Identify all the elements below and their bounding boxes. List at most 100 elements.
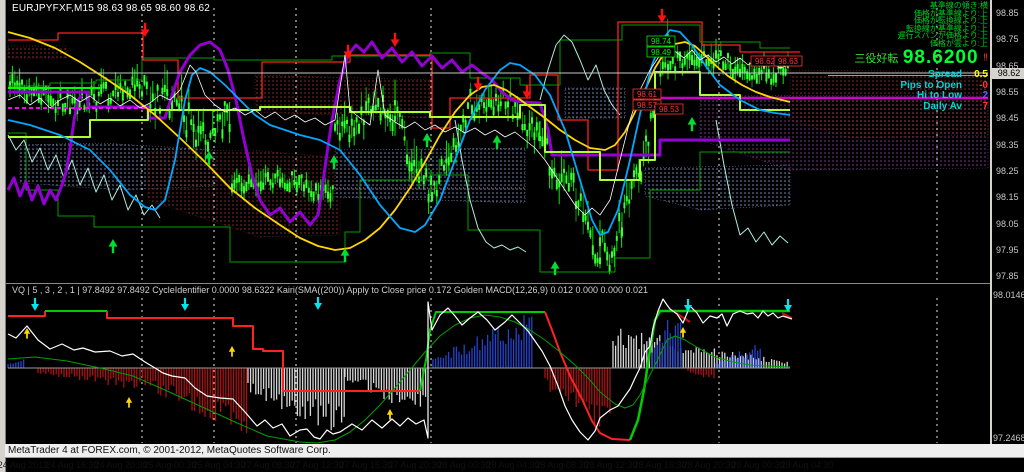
candle-body [438,175,441,184]
candle-body [274,173,277,179]
candle-body [336,120,339,125]
candle-body [324,184,327,193]
buy-arrow[interactable] [687,117,697,132]
price-label[interactable]: 98.49 [646,46,676,58]
candle-body [353,127,356,137]
buy-arrow[interactable] [550,261,560,276]
indicator-up-arrow[interactable] [228,346,236,357]
ichimoku-status-line: 遅行スパンが価格より:上 [897,31,988,41]
ichimoku-status-overlay: 基準線の傾き:横 価格が基準線より:上 価格が転換線より:上 転換線が基準線より:上遅… [898,2,988,48]
candle-body [676,51,679,59]
candle-body [197,125,200,133]
candle-body [262,182,265,190]
candle-body [623,202,626,209]
sell-arrow[interactable] [343,44,353,59]
indicator-up-arrow-stem [128,402,130,408]
candle-body [647,141,650,146]
subwindow-separator[interactable] [5,283,990,284]
indicator-down-arrow[interactable] [684,299,692,312]
candle-body [691,55,693,65]
sell-arrow[interactable] [522,84,532,99]
indicator-down-arrow[interactable] [31,298,39,311]
candle-body [664,62,667,68]
sell-arrow[interactable] [473,76,483,91]
series-vq-red-tip-1 [675,312,691,323]
candle-body [382,95,384,102]
time-tick-label: 29 Aug 04:30 [780,460,834,470]
indicator-down-arrow[interactable] [314,297,322,310]
price-label-box [632,88,662,100]
candle-body [171,100,173,109]
candle-body [445,158,448,164]
candle-body [54,107,57,113]
series-donchian-upper [8,24,790,87]
candle-body [398,112,401,117]
time-tick-label: 24 Aug 16:30 [45,460,99,470]
candle-body [563,168,565,173]
candle-body [551,168,553,179]
sell-arrow[interactable] [390,32,400,47]
sell-arrow[interactable] [657,8,667,23]
candle-body [283,182,286,190]
candle-body [166,89,169,96]
indicator-chart-svg[interactable] [5,297,990,444]
sell-arrow[interactable] [140,22,150,37]
candle-body [136,78,139,87]
candle-body [594,254,597,264]
candle-body [71,97,74,104]
indicator-up-arrow[interactable] [125,397,133,408]
buy-arrow[interactable] [422,133,432,148]
price-label[interactable]: 98.61 [632,88,662,100]
sell-arrow-head [522,91,532,99]
indicator-up-arrow[interactable] [386,409,394,420]
candle-body [743,66,746,73]
price-label[interactable]: 98.63 [773,55,803,67]
sell-arrow-head [140,29,150,37]
time-axis[interactable]: 24 Aug 2012 24 Aug 16:30 24 Aug 20:30 25 Au… [0,458,1024,472]
buy-arrow[interactable] [108,239,118,254]
buy-arrow-stem [332,161,336,170]
buy-arrow-stem [343,254,347,263]
candle-body [667,64,669,71]
price-axis[interactable]: 98.85 98.75 98.65 98.55 98.45 98.35 98.25 98.15… [990,0,1024,444]
info-row-hi-to-low: Hi to Low 2 [828,85,988,101]
main-chart-svg[interactable]: 98.74 98.49 98.61 98.57 98.53 98.62 98.63 [5,0,990,283]
candle-body [358,123,360,134]
candle-body [40,97,43,105]
indicator-down-arrow[interactable] [784,299,792,312]
candle-body [334,123,336,131]
buy-arrow-head [422,133,432,141]
info-value: -0 [979,79,988,91]
cloud-kumo-blue-small [564,87,626,119]
price-tick-label: 98.55 [996,87,1019,97]
candle-body [264,173,267,178]
candle-body [168,109,171,119]
series-white-oscillator [7,298,793,441]
indicator-down-arrow-head [181,304,189,311]
candle-body [507,101,509,108]
candle-body [575,201,577,210]
buy-arrow[interactable] [340,248,350,263]
candle-body [521,124,524,131]
indicator-up-arrow[interactable] [23,328,31,339]
buy-arrow[interactable] [204,151,214,166]
candle-body [427,193,430,203]
candle-body [192,124,195,132]
buy-arrow[interactable] [329,155,339,170]
indicator-down-arrow-head [314,303,322,310]
candle-body [190,119,193,125]
candle-body [661,61,664,69]
candle-body [736,64,739,74]
candle-body [582,212,585,223]
indicator-down-arrow[interactable] [181,298,189,311]
candle-body [199,125,202,135]
buy-arrow[interactable] [492,135,502,150]
candle-body [487,97,490,107]
candle-body [49,95,52,106]
indicator-up-arrow[interactable] [679,327,687,338]
price-label[interactable]: 98.74 [646,35,676,47]
candle-body [377,97,380,108]
series-red-stop-line [8,21,800,171]
price-label[interactable]: 98.53 [654,103,684,115]
candle-body [93,94,95,100]
